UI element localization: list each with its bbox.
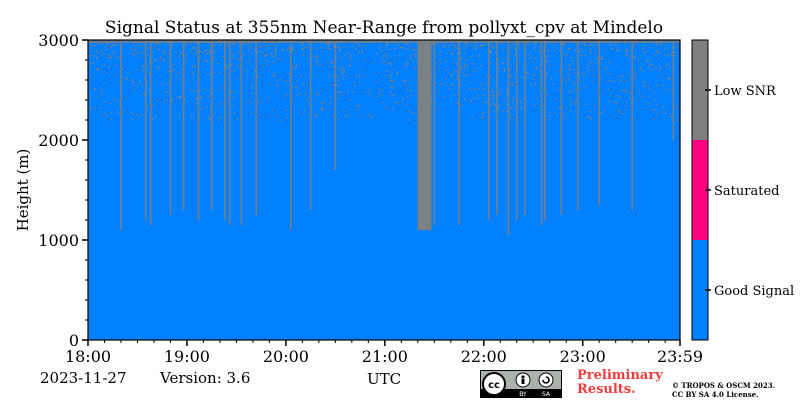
x-tick-label: 21:00 <box>362 347 408 366</box>
low-snr-streak-20 <box>507 40 510 235</box>
y-axis: 0 1000 2000 3000 <box>38 31 88 350</box>
low-snr-streak-7 <box>210 40 213 210</box>
preliminary-line-1: Preliminary <box>577 368 663 383</box>
x-tick-label: 19:00 <box>164 347 210 366</box>
license-line-1: © TROPOS & OSCM 2023. <box>672 381 776 390</box>
date-label: 2023-11-27 <box>40 369 127 387</box>
low-snr-streak-17 <box>458 40 460 225</box>
x-axis-label: UTC <box>367 370 401 388</box>
cc-license-logo: cc BY SA <box>480 370 562 398</box>
x-tick-label: 18:00 <box>65 347 111 366</box>
low-snr-streak-25 <box>560 40 563 215</box>
plot-area <box>87 39 681 341</box>
good-signal-region <box>88 40 680 340</box>
low-snr-streak-12 <box>290 40 292 230</box>
x-tick-label: 23:00 <box>560 347 606 366</box>
preliminary-notice: Preliminary Results. <box>577 369 663 397</box>
y-tick-label: 0 <box>69 331 79 350</box>
low-snr-streak-24 <box>544 40 546 220</box>
sa-share-icon <box>538 372 554 388</box>
low-snr-streak-28 <box>631 40 633 210</box>
top-noise-band <box>88 40 680 43</box>
colorbar-label: Saturated <box>714 184 779 199</box>
low-snr-streak-18 <box>487 40 490 220</box>
x-tick-label: 20:00 <box>263 347 309 366</box>
low-snr-streak-10 <box>240 40 243 225</box>
low-snr-streak-1 <box>120 40 122 230</box>
low-snr-streak-9 <box>229 40 231 225</box>
cc-logo-sa: SA <box>542 391 551 398</box>
low-snr-streak-3 <box>149 40 152 225</box>
low-snr-streak-21 <box>515 40 518 220</box>
cc-icon <box>482 372 506 396</box>
low-snr-streak-8 <box>224 40 226 220</box>
colorbar-frame <box>691 39 709 341</box>
version-label: Version: 3.6 <box>160 369 251 387</box>
low-snr-streak-19 <box>496 40 498 215</box>
colorbar-segment-3 <box>692 40 708 140</box>
colorbar-label: Low SNR <box>714 84 777 99</box>
low-snr-streak-27 <box>598 40 600 205</box>
low-snr-streak-2 <box>144 40 147 220</box>
plot-frame <box>87 39 681 341</box>
low-snr-streak-29 <box>672 40 675 140</box>
x-tick-label: 22:00 <box>461 347 507 366</box>
low-snr-streak-14 <box>334 40 337 170</box>
low-snr-streak-26 <box>577 40 579 210</box>
x-axis: 18:00 19:00 20:00 21:00 22:00 23:00 23:59 <box>65 340 703 366</box>
low-snr-streak-13 <box>309 40 312 210</box>
cc-logo-text: cc <box>488 380 500 391</box>
low-snr-streak-15 <box>417 40 432 230</box>
low-snr-streak-22 <box>524 40 526 215</box>
low-snr-streak-11 <box>255 40 257 215</box>
low-snr-streak-5 <box>182 40 185 210</box>
colorbar-segment-2 <box>692 140 708 240</box>
low-snr-streak-16 <box>433 40 436 225</box>
license-notice: © TROPOS & OSCM 2023. CC BY SA 4.0 Licen… <box>672 381 775 399</box>
colorbar: Good Signal Saturated Low SNR <box>691 39 794 341</box>
y-tick-label: 3000 <box>38 31 79 50</box>
colorbar-segment-1 <box>692 240 708 340</box>
license-line-2: CC BY SA 4.0 License. <box>672 390 759 399</box>
chart-title: Signal Status at 355nm Near-Range from p… <box>105 18 663 38</box>
y-tick-label: 1000 <box>38 231 79 250</box>
colorbar-label: Good Signal <box>714 284 794 299</box>
low-snr-streak-23 <box>540 40 543 225</box>
preliminary-line-2: Results. <box>577 382 636 397</box>
x-tick-label: 23:59 <box>657 347 703 366</box>
y-axis-label: Height (m) <box>14 149 32 232</box>
low-snr-streak-6 <box>197 40 200 220</box>
low-snr-streak-4 <box>169 40 172 215</box>
y-tick-label: 2000 <box>38 131 79 150</box>
cc-logo-by: BY <box>519 391 527 398</box>
